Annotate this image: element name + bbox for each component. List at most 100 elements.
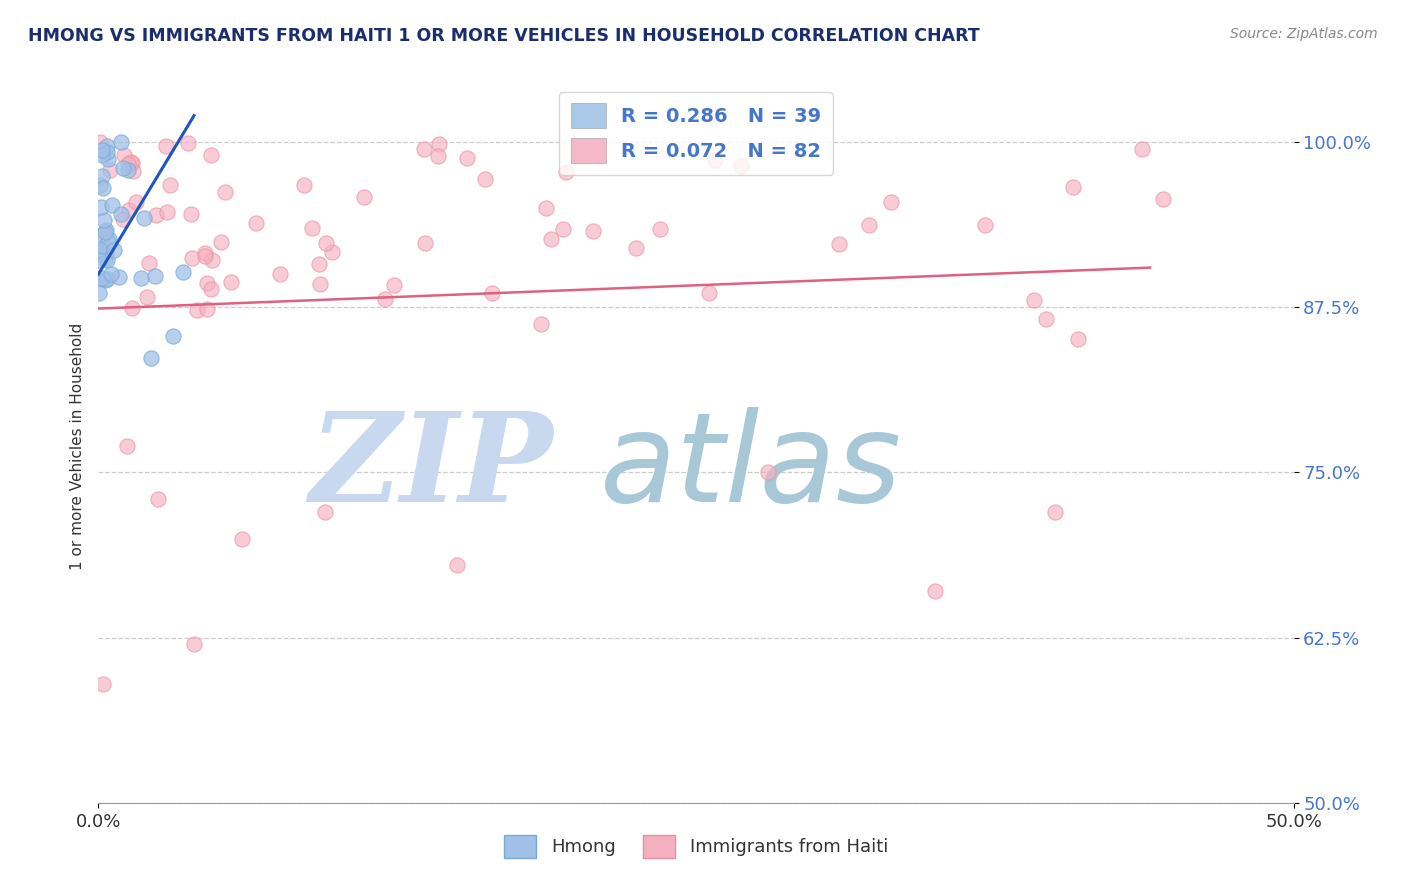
Point [214, 185, 236, 199]
Point [292, 178, 315, 193]
Point [581, 225, 603, 239]
Point [413, 236, 436, 251]
Point [94, 223, 117, 237]
Point [121, 301, 143, 315]
Point [110, 136, 132, 150]
Point [93, 213, 115, 227]
Point [456, 152, 478, 166]
Point [827, 237, 849, 252]
Point [145, 208, 167, 222]
Point [1067, 332, 1090, 346]
Point [413, 143, 436, 157]
Point [91, 169, 114, 184]
Point [374, 292, 396, 306]
Point [880, 195, 903, 210]
Point [172, 265, 194, 279]
Point [159, 178, 181, 193]
Point [103, 244, 125, 258]
Point [221, 275, 243, 289]
Point [100, 268, 122, 282]
Point [353, 190, 375, 204]
Point [94, 239, 117, 253]
Point [91, 227, 114, 241]
Legend: Hmong, Immigrants from Haiti: Hmong, Immigrants from Haiti [496, 828, 896, 865]
Point [200, 282, 222, 296]
Point [156, 205, 179, 219]
Point [122, 164, 145, 178]
Point [121, 156, 143, 170]
Point [382, 277, 405, 292]
Point [301, 220, 323, 235]
Point [134, 211, 156, 225]
Point [730, 159, 752, 173]
Point [96, 272, 118, 286]
Point [129, 270, 152, 285]
Point [87, 285, 110, 300]
Point [481, 285, 503, 300]
Text: Source: ZipAtlas.com: Source: ZipAtlas.com [1230, 27, 1378, 41]
Point [427, 137, 450, 152]
Point [118, 202, 141, 217]
Point [97, 235, 120, 250]
Point [756, 466, 779, 480]
Point [94, 246, 117, 260]
Point [135, 290, 157, 304]
Point [120, 155, 142, 169]
Point [1130, 142, 1153, 156]
Point [90, 144, 112, 158]
Point [91, 677, 114, 691]
Point [98, 232, 121, 246]
Text: ZIP: ZIP [309, 407, 553, 528]
Point [427, 148, 450, 162]
Point [181, 251, 204, 265]
Point [858, 218, 880, 232]
Point [321, 244, 343, 259]
Point [94, 252, 117, 266]
Point [112, 148, 135, 162]
Point [648, 222, 671, 236]
Point [100, 163, 122, 178]
Point [195, 301, 218, 316]
Point [108, 269, 131, 284]
Point [180, 207, 202, 221]
Text: atlas: atlas [600, 407, 903, 528]
Point [93, 181, 115, 195]
Point [94, 273, 117, 287]
Point [96, 138, 118, 153]
Point [200, 148, 222, 162]
Point [112, 161, 135, 176]
Point [530, 318, 553, 332]
Point [315, 505, 337, 519]
Point [89, 252, 111, 267]
Point [117, 163, 139, 178]
Point [90, 244, 112, 259]
Point [89, 244, 111, 259]
Point [125, 194, 148, 209]
Point [1035, 312, 1057, 326]
Point [474, 171, 496, 186]
Point [973, 219, 995, 233]
Point [1043, 505, 1066, 519]
Point [194, 246, 217, 260]
Point [162, 329, 184, 343]
Point [186, 303, 208, 318]
Y-axis label: 1 or more Vehicles in Household: 1 or more Vehicles in Household [69, 322, 84, 570]
Point [209, 235, 232, 249]
Point [91, 148, 114, 162]
Point [94, 225, 117, 239]
Point [111, 212, 134, 227]
Point [697, 285, 720, 300]
Point [155, 138, 177, 153]
Point [145, 268, 167, 283]
Point [194, 249, 217, 263]
Point [183, 637, 205, 651]
Point [551, 221, 574, 235]
Point [110, 207, 132, 221]
Point [269, 267, 291, 281]
Point [148, 491, 170, 506]
Point [195, 277, 218, 291]
Point [90, 270, 112, 285]
Point [924, 584, 946, 599]
Point [703, 153, 725, 168]
Point [87, 242, 110, 256]
